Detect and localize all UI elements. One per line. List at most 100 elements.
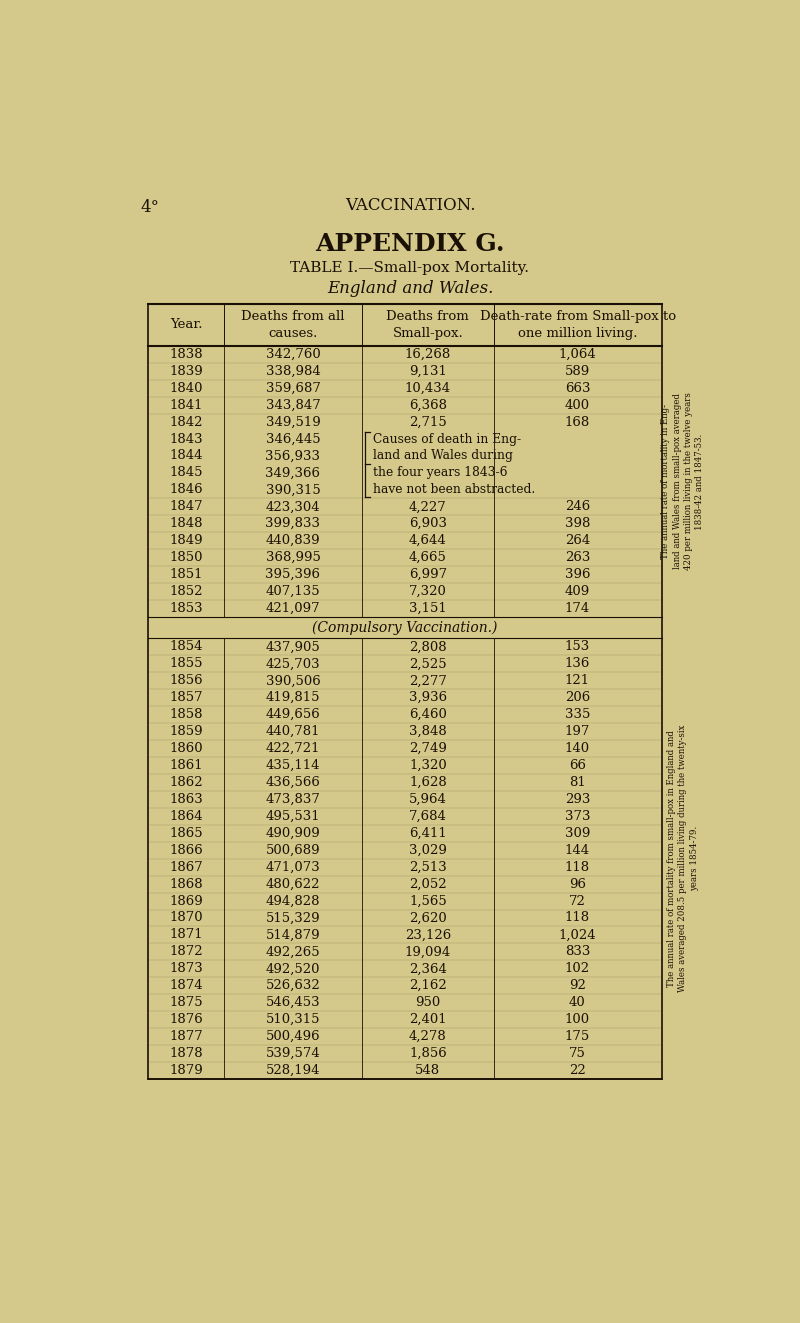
Text: 4,644: 4,644 bbox=[409, 534, 446, 548]
Text: 395,396: 395,396 bbox=[266, 568, 321, 581]
Bar bbox=[148, 303, 662, 1080]
Text: 349,519: 349,519 bbox=[266, 415, 320, 429]
Text: 356,933: 356,933 bbox=[266, 450, 321, 463]
Text: 1872: 1872 bbox=[170, 946, 203, 958]
Text: 246: 246 bbox=[565, 500, 590, 513]
Text: 3,936: 3,936 bbox=[409, 691, 447, 704]
Text: 398: 398 bbox=[565, 517, 590, 531]
Text: 197: 197 bbox=[565, 725, 590, 738]
Text: 2,277: 2,277 bbox=[409, 675, 446, 688]
Text: 2,620: 2,620 bbox=[409, 912, 446, 925]
Text: 1842: 1842 bbox=[170, 415, 202, 429]
Text: 390,506: 390,506 bbox=[266, 675, 320, 688]
Text: 19,094: 19,094 bbox=[405, 946, 451, 958]
Text: 494,828: 494,828 bbox=[266, 894, 320, 908]
Text: 1851: 1851 bbox=[170, 568, 202, 581]
Text: 449,656: 449,656 bbox=[266, 708, 320, 721]
Text: 589: 589 bbox=[565, 365, 590, 378]
Text: 121: 121 bbox=[565, 675, 590, 688]
Text: 419,815: 419,815 bbox=[266, 691, 320, 704]
Text: 1848: 1848 bbox=[170, 517, 202, 531]
Text: 473,837: 473,837 bbox=[266, 792, 321, 806]
Text: 1844: 1844 bbox=[170, 450, 202, 463]
Text: 407,135: 407,135 bbox=[266, 585, 320, 598]
Text: 2,525: 2,525 bbox=[409, 658, 446, 671]
Text: 425,703: 425,703 bbox=[266, 658, 320, 671]
Text: Death-rate from Small-pox to
one million living.: Death-rate from Small-pox to one million… bbox=[480, 310, 676, 340]
Text: 1850: 1850 bbox=[170, 552, 202, 564]
Text: 546,453: 546,453 bbox=[266, 996, 320, 1009]
Text: 96: 96 bbox=[569, 877, 586, 890]
Text: 40: 40 bbox=[569, 996, 586, 1009]
Text: 1859: 1859 bbox=[170, 725, 203, 738]
Text: 1867: 1867 bbox=[169, 861, 203, 873]
Text: 3,151: 3,151 bbox=[409, 602, 446, 615]
Text: 1874: 1874 bbox=[170, 979, 203, 992]
Text: 1,320: 1,320 bbox=[409, 759, 446, 773]
Text: 495,531: 495,531 bbox=[266, 810, 320, 823]
Text: 490,909: 490,909 bbox=[266, 827, 320, 840]
Text: 440,839: 440,839 bbox=[266, 534, 320, 548]
Text: 1,064: 1,064 bbox=[558, 348, 596, 361]
Text: 373: 373 bbox=[565, 810, 590, 823]
Text: 206: 206 bbox=[565, 691, 590, 704]
Text: 500,689: 500,689 bbox=[266, 844, 320, 857]
Text: 492,265: 492,265 bbox=[266, 946, 320, 958]
Text: 548: 548 bbox=[415, 1064, 440, 1077]
Text: 950: 950 bbox=[415, 996, 441, 1009]
Text: The annual rate of mortality from small-pox in England and
Wales averaged 208.5 : The annual rate of mortality from small-… bbox=[667, 725, 698, 992]
Text: 1845: 1845 bbox=[170, 467, 202, 479]
Text: The annual rate of mortality in Eng-
land and Wales from small-pox averaged
420 : The annual rate of mortality in Eng- lan… bbox=[661, 393, 705, 570]
Text: 140: 140 bbox=[565, 742, 590, 755]
Text: 1857: 1857 bbox=[170, 691, 203, 704]
Text: 6,903: 6,903 bbox=[409, 517, 447, 531]
Text: 1840: 1840 bbox=[170, 382, 202, 394]
Text: England and Wales.: England and Wales. bbox=[327, 280, 493, 298]
Text: 359,687: 359,687 bbox=[266, 382, 321, 394]
Text: 349,366: 349,366 bbox=[266, 467, 321, 479]
Text: 539,574: 539,574 bbox=[266, 1046, 320, 1060]
Text: 144: 144 bbox=[565, 844, 590, 857]
Text: 5,964: 5,964 bbox=[409, 792, 446, 806]
Text: 663: 663 bbox=[565, 382, 590, 394]
Text: 75: 75 bbox=[569, 1046, 586, 1060]
Text: 10,434: 10,434 bbox=[405, 382, 451, 394]
Text: 3,848: 3,848 bbox=[409, 725, 446, 738]
Text: 1839: 1839 bbox=[169, 365, 203, 378]
Text: Year.: Year. bbox=[170, 319, 202, 331]
Text: 4,278: 4,278 bbox=[409, 1031, 446, 1043]
Text: 6,368: 6,368 bbox=[409, 398, 447, 411]
Text: 1865: 1865 bbox=[170, 827, 203, 840]
Text: 515,329: 515,329 bbox=[266, 912, 320, 925]
Text: 1869: 1869 bbox=[169, 894, 203, 908]
Text: 1,565: 1,565 bbox=[409, 894, 446, 908]
Text: 92: 92 bbox=[569, 979, 586, 992]
Text: 409: 409 bbox=[565, 585, 590, 598]
Text: 16,268: 16,268 bbox=[405, 348, 451, 361]
Text: 2,808: 2,808 bbox=[409, 640, 446, 654]
Text: 2,749: 2,749 bbox=[409, 742, 446, 755]
Text: 1856: 1856 bbox=[170, 675, 203, 688]
Text: 1843: 1843 bbox=[170, 433, 203, 446]
Text: Deaths from
Small-pox.: Deaths from Small-pox. bbox=[386, 310, 469, 340]
Text: 1871: 1871 bbox=[170, 929, 203, 942]
Text: 100: 100 bbox=[565, 1013, 590, 1027]
Text: APPENDIX G.: APPENDIX G. bbox=[315, 232, 505, 255]
Text: 1855: 1855 bbox=[170, 658, 202, 671]
Text: 480,622: 480,622 bbox=[266, 877, 320, 890]
Text: 4,665: 4,665 bbox=[409, 552, 446, 564]
Text: 1849: 1849 bbox=[170, 534, 203, 548]
Text: 400: 400 bbox=[565, 398, 590, 411]
Text: 500,496: 500,496 bbox=[266, 1031, 320, 1043]
Text: 2,162: 2,162 bbox=[409, 979, 446, 992]
Text: 175: 175 bbox=[565, 1031, 590, 1043]
Text: 1846: 1846 bbox=[170, 483, 203, 496]
Text: 136: 136 bbox=[565, 658, 590, 671]
Text: 1,856: 1,856 bbox=[409, 1046, 446, 1060]
Text: 1854: 1854 bbox=[170, 640, 202, 654]
Text: 264: 264 bbox=[565, 534, 590, 548]
Text: 6,997: 6,997 bbox=[409, 568, 447, 581]
Text: Deaths from all
causes.: Deaths from all causes. bbox=[242, 310, 345, 340]
Text: 72: 72 bbox=[569, 894, 586, 908]
Text: 2,364: 2,364 bbox=[409, 962, 446, 975]
